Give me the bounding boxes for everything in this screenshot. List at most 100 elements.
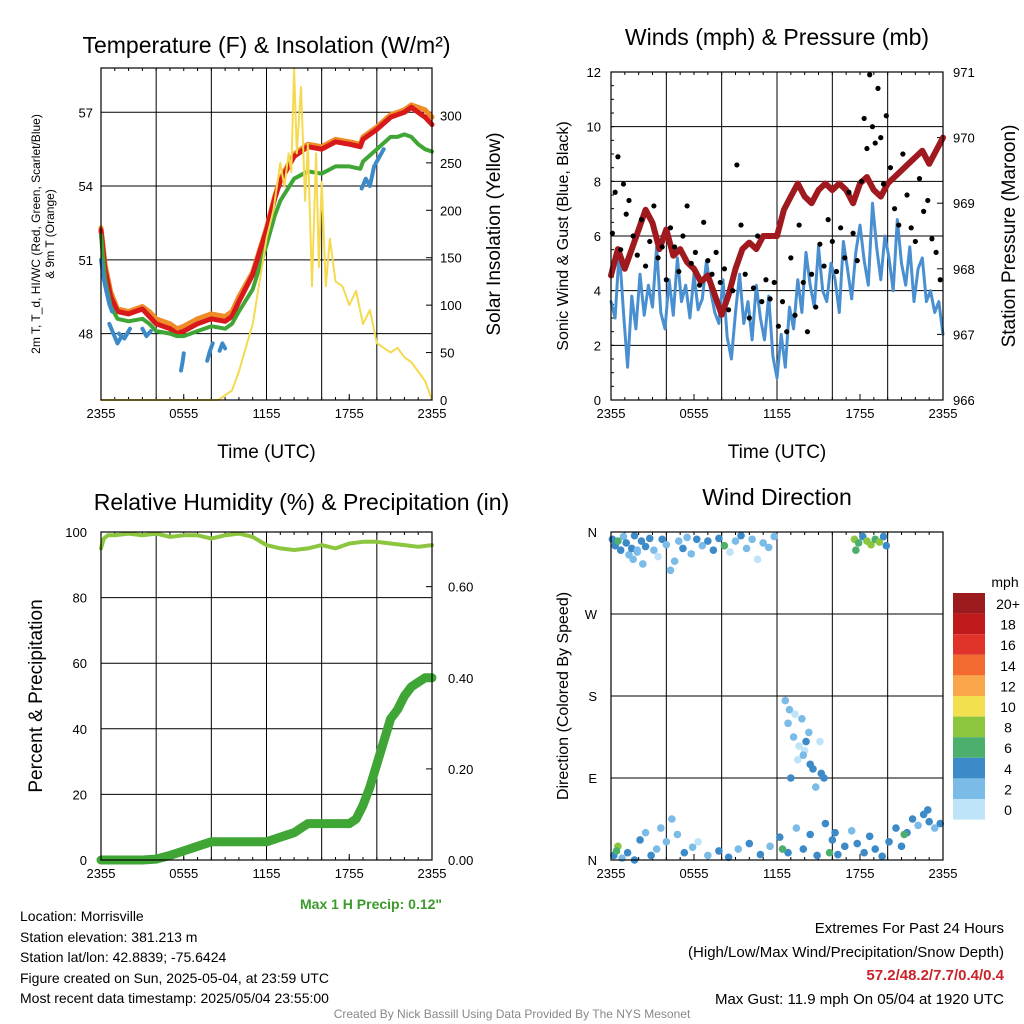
- wdir-point: [726, 548, 734, 556]
- wind-gust-point: [788, 255, 794, 261]
- wdir-point: [831, 828, 839, 837]
- wdir-point: [792, 824, 801, 832]
- rh-ylabel: Percent & Precipitation: [26, 599, 47, 792]
- wdir-point: [618, 854, 626, 862]
- wdir-point: [641, 542, 650, 551]
- colorbar-label: 14: [1000, 658, 1016, 674]
- wdir-point: [633, 546, 642, 555]
- wdir-point: [806, 760, 814, 769]
- colorbar-swatch: [953, 593, 985, 614]
- wind-gust-point: [861, 115, 867, 122]
- rh-title: Relative Humidity (%) & Precipitation (i…: [94, 489, 509, 515]
- extremes-values: 57.2/48.2/7.7/0.4/0.4: [866, 967, 1004, 984]
- temp-hi_wc-segment: [179, 351, 186, 373]
- wdir-title: Wind Direction: [702, 484, 852, 510]
- wind-ytick-label: 8: [594, 174, 601, 189]
- temp-hi_wc-segment: [140, 326, 153, 339]
- wdir-point: [781, 696, 790, 705]
- colorbar-swatch: [953, 675, 985, 696]
- wdir-point: [853, 839, 862, 848]
- wind-xtick-label: 2355: [929, 406, 958, 421]
- wdir-point: [674, 537, 683, 545]
- wdir-point: [756, 850, 765, 859]
- wdir-point: [645, 534, 654, 543]
- wind-gust-point: [875, 85, 881, 91]
- wdir-ytick-label: N: [588, 525, 597, 540]
- temp-ytick-label: 51: [79, 253, 93, 268]
- temp-dewpoint-line: [99, 132, 434, 339]
- rh-y2tick-label: 0.40: [448, 671, 473, 686]
- wind-gust-point: [878, 135, 884, 141]
- wdir-point: [775, 833, 784, 842]
- wind-gust-point: [638, 217, 645, 223]
- rh-ytick-label: 80: [73, 591, 87, 606]
- wind-gust-point: [784, 329, 790, 335]
- wdir-point: [709, 546, 718, 555]
- wdir-point: [892, 824, 900, 832]
- wind-gust-point: [684, 203, 690, 209]
- wdir-point: [860, 848, 868, 857]
- wind-gust-point: [676, 268, 682, 275]
- wind-gust-point: [891, 206, 898, 212]
- rh-xtick-label: 2355: [418, 866, 447, 881]
- wdir-point: [662, 540, 671, 549]
- wdir-point: [787, 774, 795, 782]
- rh-ytick-label: 40: [73, 722, 87, 737]
- wdir-point: [647, 851, 655, 860]
- rh-ytick-label: 100: [65, 525, 87, 540]
- wind-gust-point: [750, 285, 757, 291]
- wdir-point: [805, 728, 813, 737]
- wind-gust-point: [763, 277, 769, 283]
- colorbar-swatch: [953, 696, 985, 717]
- wdir-point: [871, 845, 880, 853]
- wdir-point: [673, 830, 682, 839]
- wdir-point: [753, 555, 762, 564]
- wind-pressure-line: [608, 134, 946, 318]
- wdir-border: [610, 531, 944, 861]
- temp-insolation-line: [100, 67, 433, 401]
- wdir-point: [789, 733, 798, 741]
- temp-border: [100, 67, 433, 401]
- station-latlon: Station lat/lon: 42.8839; -75.6424: [20, 949, 227, 965]
- wind-ytick-label: 12: [587, 65, 601, 80]
- temp-hi_wc-segment: [99, 257, 114, 314]
- colorbar-label: 2: [1004, 781, 1012, 797]
- wind-xtick-label: 0555: [680, 406, 709, 421]
- wind-y2label: Station Pressure (Maroon): [999, 125, 1020, 348]
- wind-gust-point: [680, 233, 686, 239]
- colorbar-unit: mph: [991, 574, 1018, 590]
- temp-ylabel: 2m T, T_d, HI/WC (Red, Green, Scarlet/Bl…: [29, 114, 43, 354]
- recent-timestamp: Most recent data timestamp: 2025/05/04 2…: [20, 990, 329, 1006]
- temp-xtick-label: 1755: [335, 406, 364, 421]
- wdir-point: [908, 815, 917, 823]
- wind-gust-point: [916, 176, 923, 182]
- wdir-point: [692, 535, 701, 544]
- wdir-point: [936, 819, 945, 828]
- wind-gust-point: [701, 219, 707, 225]
- rh-xtick-label: 1755: [335, 866, 364, 881]
- figure-created: Figure created on Sun, 2025-05-04, at 23…: [20, 969, 329, 986]
- colorbar-swatch: [953, 654, 985, 676]
- wind-gust-point: [705, 258, 711, 264]
- rh-border: [100, 531, 433, 861]
- wind-gust-point: [667, 225, 674, 231]
- temp-xlabel: Time (UTC): [217, 442, 316, 463]
- wind-gust-point: [626, 197, 632, 204]
- wdir-point: [867, 540, 875, 549]
- extremes-block: Extremes For Past 24 Hours (High/Low/Max…: [584, 917, 1004, 1011]
- wdir-point: [834, 850, 842, 859]
- wdir-point: [623, 848, 632, 857]
- wind-gust-point: [813, 304, 819, 310]
- wind-gust-point: [925, 197, 931, 204]
- station-location: Location: Morrisville: [20, 908, 144, 924]
- colorbar-label: 8: [1004, 720, 1012, 736]
- wind-gust-point: [864, 145, 870, 152]
- wdir-point: [704, 537, 712, 545]
- wind-xtick-label: 2355: [597, 406, 626, 421]
- wdir-point: [629, 555, 637, 564]
- wdir-point: [778, 845, 787, 853]
- wdir-point: [666, 566, 675, 575]
- temp-xtick-label: 2355: [87, 406, 116, 421]
- colorbar-swatch: [953, 716, 985, 738]
- wind-gust-point: [672, 244, 678, 250]
